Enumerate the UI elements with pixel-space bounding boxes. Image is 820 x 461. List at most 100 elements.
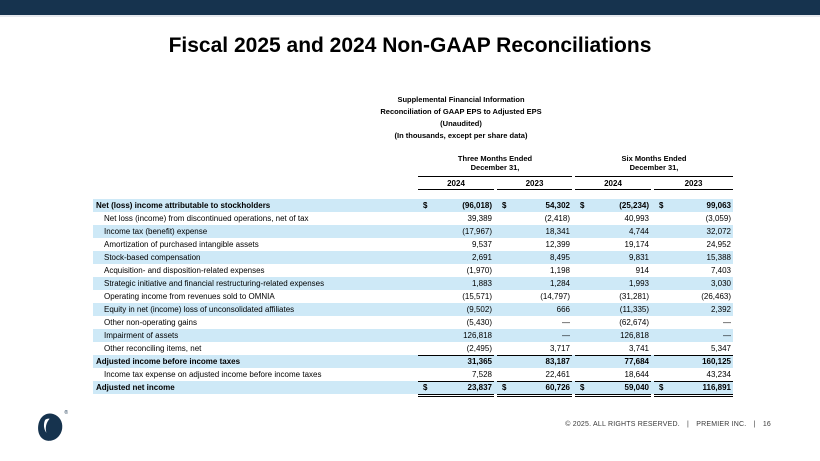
row-label: Operating income from revenues sold to O… [104,292,275,301]
table-row: Other non-operating gains (5,430) — (62,… [93,316,733,329]
value: (31,281) [619,292,649,301]
value: 40,993 [624,214,649,223]
value: 24,952 [706,240,731,249]
value: 1,284 [549,279,570,288]
value: 7,403 [710,266,731,275]
value: 18,644 [624,370,649,379]
cell-value: (15,571) [418,290,494,303]
cell-value: 2,392 [654,303,733,316]
row-label: Net loss (income) from discontinued oper… [104,214,309,223]
value: 54,302 [545,201,570,210]
row-label: Stock-based compensation [104,253,201,262]
subtitle-line-4: (In thousands, except per share data) [394,131,528,140]
subtitle-line-3: (Unaudited) [440,119,482,128]
value: (26,463) [701,292,731,301]
row-label: Income tax expense on adjusted income be… [104,370,322,379]
value: 1,198 [549,266,570,275]
page-number: 16 [762,421,771,428]
value: 22,461 [545,370,570,379]
row-label: Other non-operating gains [104,318,197,327]
currency-symbol: $ [659,383,664,392]
cell-value: 2,691 [418,251,494,264]
value: 116,891 [702,383,731,392]
cell-value: 40,993 [575,212,651,225]
cell-value: $116,891 [654,381,733,397]
column-group-header-row: Three Months Ended December 31, Six Mont… [93,153,733,177]
cell-value: 1,993 [575,277,651,290]
year-header: 2024 [418,179,494,190]
value: — [562,318,570,327]
value: 3,030 [710,279,731,288]
table-row: Net (loss) income attributable to stockh… [93,199,733,212]
row-label: Equity in net (income) loss of unconsoli… [104,305,295,314]
value: 12,399 [545,240,570,249]
value: 1,883 [471,279,492,288]
group-label-line2: December 31, [470,162,520,172]
registered-trademark: ® [64,410,68,416]
table-row: Net loss (income) from discontinued oper… [93,212,733,225]
cell-value: — [654,329,733,342]
cell-value: $99,063 [654,199,733,212]
cell-value: 160,125 [654,355,733,368]
cell-value: (31,281) [575,290,651,303]
cell-value: 24,952 [654,238,733,251]
value: (96,018) [462,201,492,210]
row-label: Other reconciling items, net [104,344,202,353]
value: (15,571) [462,292,492,301]
value: (17,967) [462,227,492,236]
cell-value: — [497,329,572,342]
table-row: Income tax expense on adjusted income be… [93,368,733,382]
cell-value: $ (25,234) [575,199,651,212]
cell-value: 18,644 [575,368,651,382]
cell-value: 8,495 [497,251,572,264]
cell-value: 32,072 [654,225,733,238]
value: 8,495 [549,253,570,262]
cell-value: (5,430) [418,316,494,329]
value: — [562,331,570,340]
premier-logo: ® [36,410,70,446]
cell-value: 1,883 [418,277,494,290]
cell-value: (62,674) [575,316,651,329]
cell-value: 1,284 [497,277,572,290]
row-label: Acquisition- and disposition-related exp… [104,266,265,275]
table-row: Acquisition- and disposition-related exp… [93,264,733,277]
table-subtitle: Supplemental Financial Information Recon… [101,94,820,142]
cell-value: (14,797) [497,290,572,303]
value: 126,818 [463,331,492,340]
cell-value: 12,399 [497,238,572,251]
currency-symbol: $ [580,201,585,210]
value: 3,717 [549,344,570,353]
value: 5,347 [710,344,731,353]
value: (1,970) [466,266,492,275]
value: 160,125 [702,357,731,366]
cell-value: 7,528 [418,368,494,382]
footer-divider: | [687,421,690,428]
year-header-row: 2024 2023 2024 2023 [93,177,733,190]
table-row: Impairment of assets 126,818 — 126,818 — [93,329,733,342]
subtitle-line-1: Supplemental Financial Information [397,95,525,104]
value: (5,430) [466,318,492,327]
value: 3,741 [628,344,649,353]
currency-symbol: $ [423,383,428,392]
cell-value: 126,818 [575,329,651,342]
header-bar [0,0,820,17]
column-group-six-months: Six Months Ended December 31, [575,153,733,177]
slide-title: Fiscal 2025 and 2024 Non-GAAP Reconcilia… [168,34,652,57]
year-header: 2024 [575,179,651,190]
cell-value: (11,335) [575,303,651,316]
row-label: Adjusted net income [96,383,175,392]
value: 60,726 [545,383,570,392]
footer: © 2025. ALL RIGHTS RESERVED. | PREMIER I… [564,421,772,428]
value: 39,389 [467,214,492,223]
value: 31,365 [467,357,492,366]
cell-value: (2,418) [497,212,572,225]
value: (62,674) [619,318,649,327]
cell-value: 3,717 [497,342,572,356]
cell-value: 1,198 [497,264,572,277]
cell-value: 5,347 [654,342,733,356]
cell-value: 22,461 [497,368,572,382]
table-row: Other reconciling items, net (2,495) 3,7… [93,342,733,356]
cell-value: 77,684 [575,355,651,368]
copyright-text: © 2025. ALL RIGHTS RESERVED. [565,421,680,428]
value: (2,418) [544,214,570,223]
